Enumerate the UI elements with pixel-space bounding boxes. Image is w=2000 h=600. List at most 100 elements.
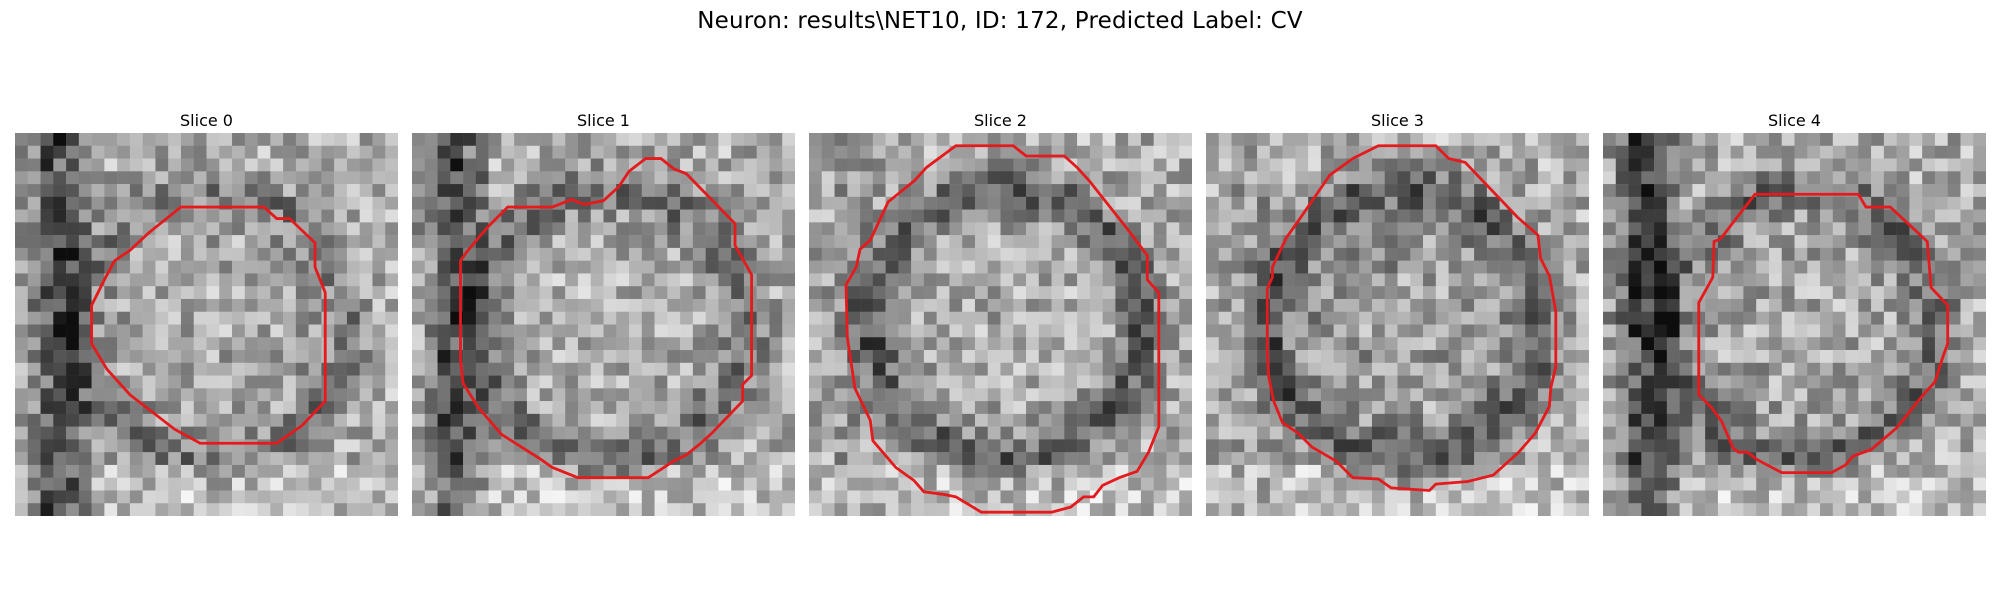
image-pixel bbox=[769, 376, 782, 389]
image-pixel bbox=[168, 133, 181, 146]
image-pixel bbox=[1756, 261, 1769, 274]
image-pixel bbox=[616, 427, 629, 440]
image-pixel bbox=[130, 299, 143, 312]
image-pixel bbox=[1283, 184, 1296, 197]
image-pixel bbox=[194, 159, 207, 172]
image-pixel bbox=[1884, 299, 1897, 312]
image-pixel bbox=[1283, 325, 1296, 338]
image-pixel bbox=[1474, 222, 1487, 235]
image-pixel bbox=[1090, 286, 1103, 299]
image-pixel bbox=[207, 248, 220, 261]
image-pixel bbox=[1206, 414, 1219, 427]
image-pixel bbox=[15, 235, 28, 248]
image-pixel bbox=[1769, 503, 1782, 516]
image-pixel bbox=[1654, 452, 1667, 465]
image-pixel bbox=[1410, 376, 1423, 389]
image-pixel bbox=[1026, 273, 1039, 286]
image-pixel bbox=[15, 337, 28, 350]
image-pixel bbox=[66, 299, 79, 312]
image-pixel bbox=[232, 478, 245, 491]
image-pixel bbox=[1115, 439, 1128, 452]
image-pixel bbox=[1398, 427, 1411, 440]
image-pixel bbox=[1308, 159, 1321, 172]
image-pixel bbox=[296, 465, 309, 478]
image-pixel bbox=[1922, 184, 1935, 197]
image-pixel bbox=[1385, 490, 1398, 503]
image-pixel bbox=[92, 184, 105, 197]
image-pixel bbox=[667, 325, 680, 338]
image-pixel bbox=[809, 478, 822, 491]
image-pixel bbox=[731, 261, 744, 274]
image-pixel bbox=[1052, 133, 1065, 146]
image-pixel bbox=[1166, 133, 1179, 146]
image-pixel bbox=[1359, 376, 1372, 389]
image-pixel bbox=[1846, 490, 1859, 503]
image-pixel bbox=[1512, 261, 1525, 274]
image-pixel bbox=[975, 452, 988, 465]
image-pixel bbox=[1052, 452, 1065, 465]
image-pixel bbox=[1629, 210, 1642, 223]
image-pixel bbox=[168, 273, 181, 286]
image-pixel bbox=[1346, 286, 1359, 299]
image-pixel bbox=[642, 184, 655, 197]
image-pixel bbox=[1897, 286, 1910, 299]
image-pixel bbox=[283, 171, 296, 184]
image-pixel bbox=[911, 350, 924, 363]
image-pixel bbox=[258, 235, 271, 248]
image-pixel bbox=[1128, 439, 1141, 452]
image-pixel bbox=[1897, 439, 1910, 452]
image-pixel bbox=[616, 490, 629, 503]
image-pixel bbox=[514, 210, 527, 223]
image-pixel bbox=[1064, 197, 1077, 210]
image-pixel bbox=[1141, 478, 1154, 491]
image-pixel bbox=[425, 427, 438, 440]
image-pixel bbox=[1090, 376, 1103, 389]
image-pixel bbox=[1807, 478, 1820, 491]
image-pixel bbox=[706, 350, 719, 363]
image-pixel bbox=[1410, 261, 1423, 274]
image-pixel bbox=[822, 325, 835, 338]
image-pixel bbox=[1090, 401, 1103, 414]
image-pixel bbox=[706, 478, 719, 491]
image-pixel bbox=[270, 235, 283, 248]
image-pixel bbox=[1013, 414, 1026, 427]
image-pixel bbox=[1321, 427, 1334, 440]
image-pixel bbox=[1295, 350, 1308, 363]
image-pixel bbox=[1359, 171, 1372, 184]
image-pixel bbox=[296, 286, 309, 299]
image-pixel bbox=[1103, 325, 1116, 338]
image-pixel bbox=[1077, 401, 1090, 414]
image-pixel bbox=[642, 273, 655, 286]
image-pixel bbox=[1321, 248, 1334, 261]
image-pixel bbox=[1807, 452, 1820, 465]
image-pixel bbox=[988, 490, 1001, 503]
image-pixel bbox=[1244, 363, 1257, 376]
image-pixel bbox=[104, 235, 117, 248]
image-pixel bbox=[1232, 299, 1245, 312]
image-pixel bbox=[1077, 286, 1090, 299]
image-pixel bbox=[898, 248, 911, 261]
image-pixel bbox=[309, 363, 322, 376]
image-pixel bbox=[309, 503, 322, 516]
image-pixel bbox=[463, 337, 476, 350]
image-pixel bbox=[1321, 273, 1334, 286]
image-pixel bbox=[1782, 363, 1795, 376]
image-pixel bbox=[385, 184, 398, 197]
image-pixel bbox=[616, 159, 629, 172]
image-pixel bbox=[219, 159, 232, 172]
image-pixel bbox=[66, 159, 79, 172]
image-pixel bbox=[1410, 312, 1423, 325]
image-pixel bbox=[412, 439, 425, 452]
image-pixel bbox=[1948, 286, 1961, 299]
image-pixel bbox=[1103, 465, 1116, 478]
image-pixel bbox=[565, 171, 578, 184]
image-pixel bbox=[1026, 325, 1039, 338]
image-pixel bbox=[334, 235, 347, 248]
image-pixel bbox=[988, 452, 1001, 465]
image-pixel bbox=[988, 439, 1001, 452]
image-pixel bbox=[79, 325, 92, 338]
image-pixel bbox=[412, 337, 425, 350]
image-pixel bbox=[744, 184, 757, 197]
image-pixel bbox=[988, 210, 1001, 223]
image-pixel bbox=[168, 478, 181, 491]
